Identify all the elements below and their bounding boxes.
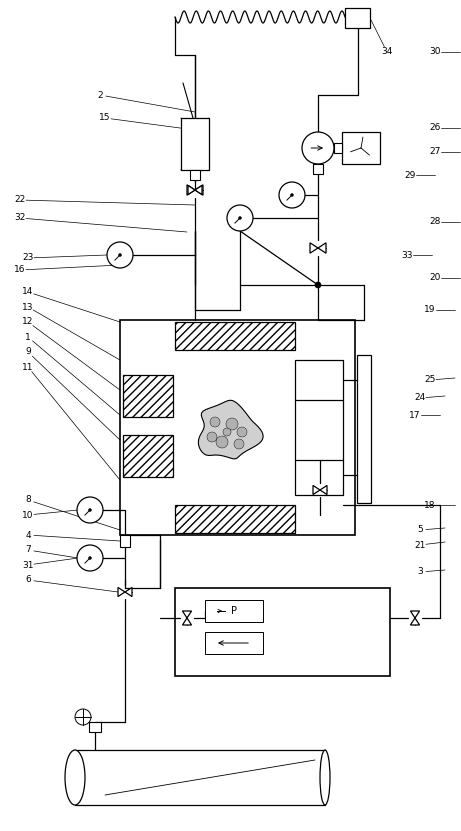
Polygon shape	[183, 611, 192, 618]
Circle shape	[234, 439, 244, 449]
Text: 20: 20	[429, 273, 441, 283]
Text: 5: 5	[417, 525, 423, 534]
Bar	[345, 8, 370, 28]
Circle shape	[223, 428, 231, 436]
Circle shape	[302, 132, 334, 164]
Text: 17: 17	[409, 411, 421, 420]
Text: 9: 9	[25, 347, 31, 356]
Circle shape	[238, 217, 242, 219]
Text: 19: 19	[424, 306, 436, 314]
Text: 13: 13	[22, 302, 34, 312]
Polygon shape	[410, 611, 420, 618]
Text: 23: 23	[22, 253, 34, 263]
Text: 16: 16	[14, 265, 26, 274]
Bar	[181, 118, 209, 170]
Text: 22: 22	[14, 195, 26, 204]
Bar	[205, 632, 263, 654]
Text: 10: 10	[22, 510, 34, 519]
Text: 4: 4	[25, 530, 31, 539]
Bar	[205, 600, 263, 622]
Circle shape	[216, 436, 228, 448]
Circle shape	[290, 194, 294, 196]
Circle shape	[89, 509, 91, 512]
Circle shape	[107, 242, 133, 268]
Text: 18: 18	[424, 500, 436, 509]
Text: 25: 25	[424, 376, 436, 385]
Circle shape	[279, 182, 305, 208]
Bar	[313, 164, 323, 174]
Text: 34: 34	[381, 47, 393, 57]
Text: 26: 26	[429, 124, 441, 132]
Text: 24: 24	[414, 394, 426, 402]
Polygon shape	[187, 184, 195, 195]
Text: 27: 27	[429, 147, 441, 156]
Polygon shape	[198, 401, 263, 459]
Text: 7: 7	[25, 545, 31, 554]
Polygon shape	[310, 243, 318, 253]
Text: 30: 30	[429, 47, 441, 57]
Circle shape	[118, 253, 122, 257]
Text: 2: 2	[97, 91, 103, 100]
Text: 12: 12	[22, 317, 34, 327]
Polygon shape	[118, 588, 125, 597]
Bar	[175, 322, 295, 350]
Bar	[295, 360, 343, 495]
Circle shape	[77, 545, 103, 571]
Text: 32: 32	[14, 214, 26, 223]
Text: P: P	[231, 606, 237, 616]
Circle shape	[77, 497, 103, 523]
Text: 8: 8	[25, 495, 31, 504]
Text: 6: 6	[25, 576, 31, 584]
Polygon shape	[188, 185, 195, 194]
Polygon shape	[320, 485, 327, 494]
Circle shape	[226, 418, 238, 430]
Bar	[190, 170, 200, 180]
Polygon shape	[183, 618, 192, 625]
Ellipse shape	[65, 750, 85, 805]
Text: 21: 21	[414, 540, 426, 549]
Text: 14: 14	[22, 288, 34, 297]
Bar	[89, 722, 101, 732]
Polygon shape	[195, 185, 202, 194]
Polygon shape	[410, 618, 420, 625]
Text: 33: 33	[401, 250, 413, 259]
Bar	[175, 505, 295, 533]
Text: 29: 29	[404, 170, 416, 179]
Circle shape	[207, 432, 217, 442]
Bar	[120, 535, 130, 547]
Bar	[175, 588, 390, 676]
Circle shape	[89, 557, 91, 559]
Text: 15: 15	[99, 114, 111, 122]
Bar	[75, 750, 325, 805]
Bar	[334, 143, 342, 153]
Text: 3: 3	[417, 568, 423, 577]
Text: 1: 1	[25, 332, 31, 342]
Polygon shape	[313, 485, 320, 494]
Circle shape	[227, 205, 253, 231]
Circle shape	[315, 282, 321, 288]
Polygon shape	[318, 243, 326, 253]
Text: 11: 11	[22, 362, 34, 371]
Text: 31: 31	[22, 560, 34, 569]
Polygon shape	[195, 184, 203, 195]
Bar	[123, 375, 173, 417]
Circle shape	[237, 427, 247, 437]
Circle shape	[210, 417, 220, 427]
Bar	[120, 320, 355, 535]
Bar	[123, 435, 173, 477]
Polygon shape	[125, 588, 132, 597]
Bar	[342, 132, 380, 164]
Bar	[357, 355, 371, 503]
Ellipse shape	[320, 750, 330, 805]
Text: 28: 28	[429, 218, 441, 227]
